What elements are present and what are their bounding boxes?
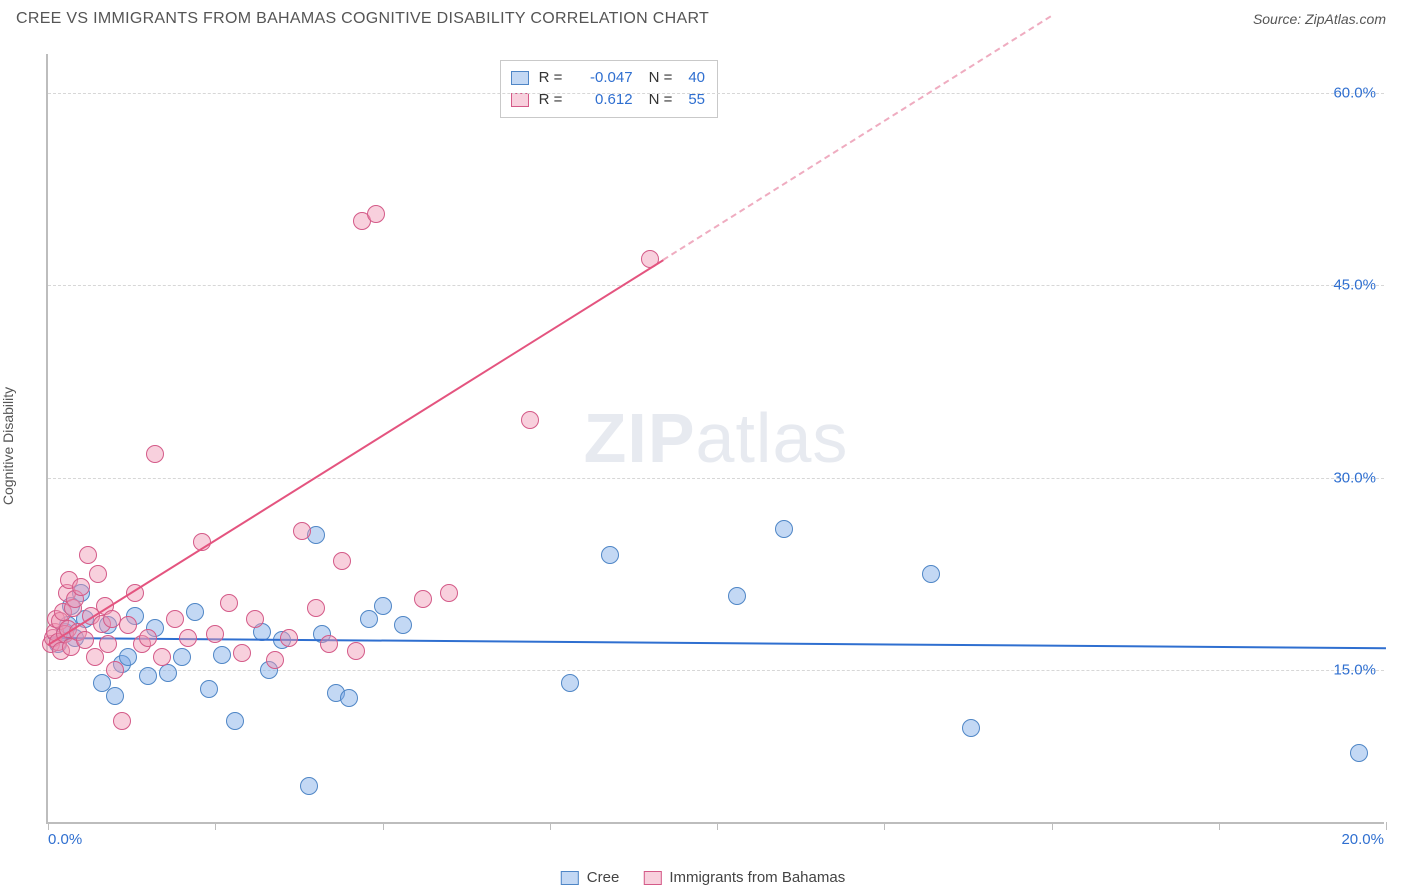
data-point xyxy=(320,635,338,653)
data-point xyxy=(300,777,318,795)
data-point xyxy=(179,629,197,647)
gridline xyxy=(48,93,1384,94)
data-point xyxy=(76,631,94,649)
chart-header: CREE VS IMMIGRANTS FROM BAHAMAS COGNITIV… xyxy=(0,0,1406,34)
data-point xyxy=(347,642,365,660)
data-point xyxy=(99,635,117,653)
data-point xyxy=(374,597,392,615)
legend-swatch xyxy=(643,871,661,885)
data-point xyxy=(394,616,412,634)
data-point xyxy=(922,565,940,583)
x-tick-label-left: 0.0% xyxy=(48,831,82,848)
legend-label: Immigrants from Bahamas xyxy=(669,869,845,886)
x-tick xyxy=(383,822,384,830)
legend-n-value: 40 xyxy=(688,67,705,89)
data-point xyxy=(153,648,171,666)
data-point xyxy=(72,578,90,596)
data-point xyxy=(367,205,385,223)
plot-region: ZIPatlas R =-0.047N =40R =0.612N =55 15.… xyxy=(46,54,1384,824)
y-tick-label: 45.0% xyxy=(1333,277,1376,294)
data-point xyxy=(159,664,177,682)
trend-line xyxy=(47,259,664,646)
data-point xyxy=(166,610,184,628)
data-point xyxy=(200,680,218,698)
legend-row: R = -0.047 N = 40 xyxy=(511,67,705,89)
legend-label: Cree xyxy=(587,869,620,886)
watermark: ZIPatlas xyxy=(584,398,849,478)
data-point xyxy=(521,411,539,429)
data-point xyxy=(293,522,311,540)
data-point xyxy=(266,651,284,669)
watermark-light: atlas xyxy=(696,399,849,477)
watermark-bold: ZIP xyxy=(584,399,696,477)
data-point xyxy=(440,584,458,602)
data-point xyxy=(139,629,157,647)
x-tick xyxy=(1386,822,1387,830)
data-point xyxy=(414,590,432,608)
x-tick xyxy=(717,822,718,830)
trend-line xyxy=(663,16,1052,262)
data-point xyxy=(246,610,264,628)
data-point xyxy=(233,644,251,662)
data-point xyxy=(226,712,244,730)
series-legend: Cree Immigrants from Bahamas xyxy=(561,869,845,886)
data-point xyxy=(962,719,980,737)
legend-r-label: R = xyxy=(539,67,567,89)
data-point xyxy=(206,625,224,643)
x-tick xyxy=(1219,822,1220,830)
data-point xyxy=(213,646,231,664)
x-tick xyxy=(48,822,49,830)
data-point xyxy=(333,552,351,570)
data-point xyxy=(601,546,619,564)
data-point xyxy=(119,616,137,634)
data-point xyxy=(775,520,793,538)
legend-swatch xyxy=(511,93,529,107)
y-axis-label: Cognitive Disability xyxy=(0,387,16,505)
gridline xyxy=(48,285,1384,286)
legend-n-label: N = xyxy=(649,67,673,89)
data-point xyxy=(307,599,325,617)
x-tick xyxy=(1052,822,1053,830)
chart-area: ZIPatlas R =-0.047N =40R =0.612N =55 15.… xyxy=(46,54,1384,824)
data-point xyxy=(106,661,124,679)
source-attribution: Source: ZipAtlas.com xyxy=(1253,11,1386,27)
data-point xyxy=(1350,744,1368,762)
data-point xyxy=(146,445,164,463)
legend-swatch xyxy=(561,871,579,885)
gridline xyxy=(48,670,1384,671)
data-point xyxy=(728,587,746,605)
correlation-legend: R =-0.047N =40R =0.612N =55 xyxy=(500,60,718,118)
data-point xyxy=(89,565,107,583)
data-point xyxy=(173,648,191,666)
y-tick-label: 60.0% xyxy=(1333,84,1376,101)
x-tick-label-right: 20.0% xyxy=(1341,831,1384,848)
data-point xyxy=(186,603,204,621)
legend-item: Immigrants from Bahamas xyxy=(643,869,845,886)
y-tick-label: 30.0% xyxy=(1333,469,1376,486)
data-point xyxy=(139,667,157,685)
legend-item: Cree xyxy=(561,869,620,886)
gridline xyxy=(48,478,1384,479)
y-tick-label: 15.0% xyxy=(1333,662,1376,679)
data-point xyxy=(103,610,121,628)
data-point xyxy=(220,594,238,612)
data-point xyxy=(113,712,131,730)
data-point xyxy=(106,687,124,705)
data-point xyxy=(340,689,358,707)
data-point xyxy=(79,546,97,564)
legend-r-value: -0.047 xyxy=(577,67,633,89)
data-point xyxy=(280,629,298,647)
chart-title: CREE VS IMMIGRANTS FROM BAHAMAS COGNITIV… xyxy=(16,10,709,28)
x-tick xyxy=(215,822,216,830)
data-point xyxy=(561,674,579,692)
x-tick xyxy=(550,822,551,830)
legend-swatch xyxy=(511,71,529,85)
x-tick xyxy=(884,822,885,830)
